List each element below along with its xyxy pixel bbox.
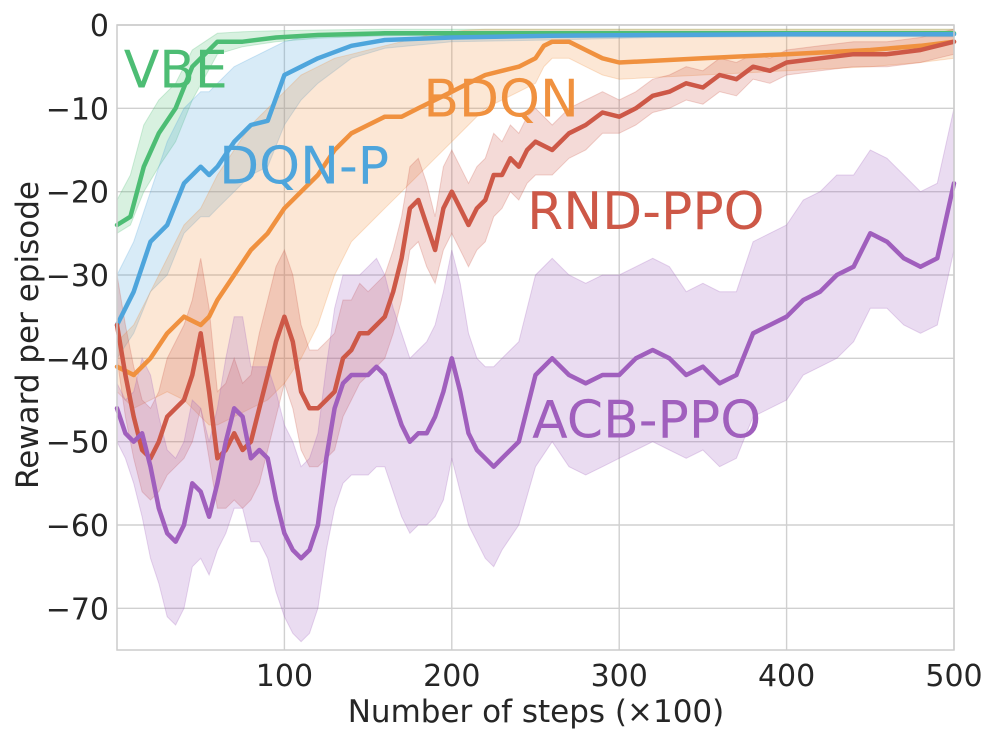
y-tick-label: −50 bbox=[46, 426, 109, 461]
vbe-label: VBE bbox=[124, 41, 228, 101]
y-tick-label: −30 bbox=[46, 259, 109, 294]
x-tick-label: 500 bbox=[925, 659, 982, 694]
grid-lines bbox=[117, 24, 955, 650]
y-tick-label: −70 bbox=[46, 592, 109, 627]
rnd-ppo-line bbox=[114, 39, 957, 461]
x-axis-label: Number of steps (×100) bbox=[348, 694, 725, 730]
x-tick-labels: 100 200 300 400 500 bbox=[256, 659, 983, 694]
x-tick-label: 300 bbox=[591, 659, 648, 694]
y-tick-label: −60 bbox=[46, 509, 109, 544]
y-axis-label: Reward per episode bbox=[10, 181, 46, 489]
dqn-p-label: DQN-P bbox=[219, 136, 389, 196]
acb-ppo-line bbox=[114, 181, 957, 561]
x-tick-label: 200 bbox=[423, 659, 480, 694]
x-tick-label: 400 bbox=[758, 659, 815, 694]
y-tick-label: −10 bbox=[46, 92, 109, 127]
plot-frame bbox=[116, 24, 955, 651]
acb-ppo-label: ACB-PPO bbox=[532, 391, 761, 451]
series-annotations: VBE DQN-P BDQN RND-PPO ACB-PPO bbox=[124, 41, 765, 451]
dqn-p-line bbox=[114, 31, 957, 328]
y-tick-labels: 0 −10 −20 −30 −40 −50 −60 −70 bbox=[46, 9, 109, 627]
series-lines bbox=[114, 31, 957, 561]
x-tick-label: 100 bbox=[256, 659, 313, 694]
bdqn-label: BDQN bbox=[423, 70, 579, 130]
bdqn-line bbox=[114, 39, 957, 378]
y-tick-label: −40 bbox=[46, 342, 109, 377]
rnd-ppo-label: RND-PPO bbox=[527, 182, 764, 242]
y-tick-label: 0 bbox=[90, 9, 109, 44]
y-tick-label: −20 bbox=[46, 176, 109, 211]
